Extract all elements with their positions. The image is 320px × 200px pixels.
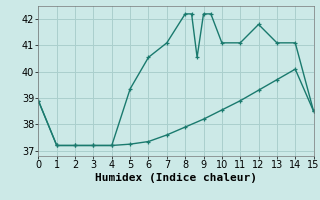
X-axis label: Humidex (Indice chaleur): Humidex (Indice chaleur) bbox=[95, 173, 257, 183]
